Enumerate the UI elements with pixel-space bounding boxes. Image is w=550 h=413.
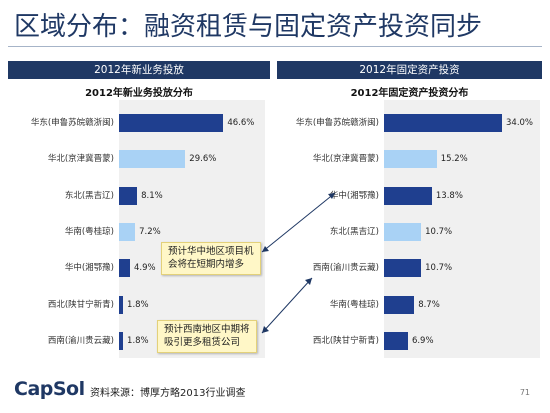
left-value-label: 7.2% xyxy=(139,226,161,237)
right-category-label: 华中(湘鄂豫) xyxy=(329,190,379,201)
left-value-label: 1.8% xyxy=(127,299,149,310)
right-bar xyxy=(384,259,422,278)
callout-southwest-china: 预计西南地区中期将 吸引更多租赁公司 xyxy=(157,320,257,353)
left-value-label: 29.6% xyxy=(189,154,217,165)
right-category-label: 华北(京津冀晋蒙) xyxy=(312,154,379,165)
right-value-label: 10.7% xyxy=(425,226,453,237)
arrow-line-southwest xyxy=(261,277,313,334)
left-bar xyxy=(119,186,138,205)
left-bar xyxy=(119,259,130,278)
left-category-label: 西北(陕甘宁新青) xyxy=(47,299,114,310)
right-bar xyxy=(384,295,415,314)
right-chart-title: 2012年固定资产投资分布 xyxy=(350,88,469,99)
left-bar xyxy=(119,331,124,350)
arrow-line-central xyxy=(261,192,336,253)
left-bar xyxy=(119,114,224,132)
left-value-label: 4.9% xyxy=(133,263,156,274)
right-value-label: 13.8% xyxy=(435,190,463,201)
left-category-label: 华东(申鲁苏皖赣浙闽) xyxy=(30,118,114,128)
callout-central-china: 预计华中地区项目机 会将在短期内增多 xyxy=(161,242,261,275)
left-value-label: 1.8% xyxy=(127,335,149,346)
title-divider xyxy=(8,46,542,47)
right-value-label: 10.7% xyxy=(425,263,453,274)
right-bar xyxy=(384,114,502,132)
capsol-logo: CapSol xyxy=(14,378,85,400)
left-chart-title: 2012年新业务投放分布 xyxy=(85,88,193,99)
callout-central-line2: 会将在短期内增多 xyxy=(168,258,245,270)
left-category-label: 东北(黑吉辽) xyxy=(64,190,114,201)
callout-southwest-line2: 吸引更多租赁公司 xyxy=(164,336,241,348)
left-category-label: 华北(京津冀晋蒙) xyxy=(47,154,114,165)
right-panel-header: 2012年固定资产投资 xyxy=(277,61,542,79)
right-value-label: 15.2% xyxy=(440,154,468,165)
right-bar xyxy=(384,222,422,241)
left-category-label: 华南(粤桂琼) xyxy=(64,226,114,237)
right-category-label: 西北(陕甘宁新青) xyxy=(312,335,379,346)
right-bar xyxy=(384,186,432,205)
callout-southwest-line1: 预计西南地区中期将 xyxy=(164,324,250,335)
slide-title: 区域分布：融资租赁与固定资产投资同步 xyxy=(14,12,483,42)
right-value-label: 6.9% xyxy=(411,335,434,346)
left-bar xyxy=(119,295,124,314)
right-category-label: 西南(渝川贵云藏) xyxy=(312,263,379,274)
left-bar xyxy=(119,222,136,241)
left-value-label: 46.6% xyxy=(227,118,255,128)
callout-central-line1: 预计华中地区项目机 xyxy=(168,246,254,257)
right-value-label: 34.0% xyxy=(506,118,534,128)
left-category-label: 西南(渝川贵云藏) xyxy=(47,335,114,346)
page-number: 71 xyxy=(519,388,530,397)
left-value-label: 8.1% xyxy=(141,190,163,201)
arrow-head-southwest-right xyxy=(305,278,312,285)
left-category-label: 华中(湘鄂豫) xyxy=(64,263,114,274)
right-bar xyxy=(384,331,408,350)
source-note: 资料来源：博厚方略2013行业调查 xyxy=(90,388,246,399)
left-plot-area xyxy=(119,100,265,358)
right-category-label: 华东(申鲁苏皖赣浙闽) xyxy=(295,118,379,128)
right-category-label: 华南(粤桂琼) xyxy=(329,299,379,310)
right-category-label: 东北(黑吉辽) xyxy=(329,226,379,237)
right-value-label: 8.7% xyxy=(418,299,440,310)
left-bar xyxy=(119,150,186,169)
right-bar xyxy=(384,150,437,169)
left-panel-header: 2012年新业务投放 xyxy=(8,61,270,79)
